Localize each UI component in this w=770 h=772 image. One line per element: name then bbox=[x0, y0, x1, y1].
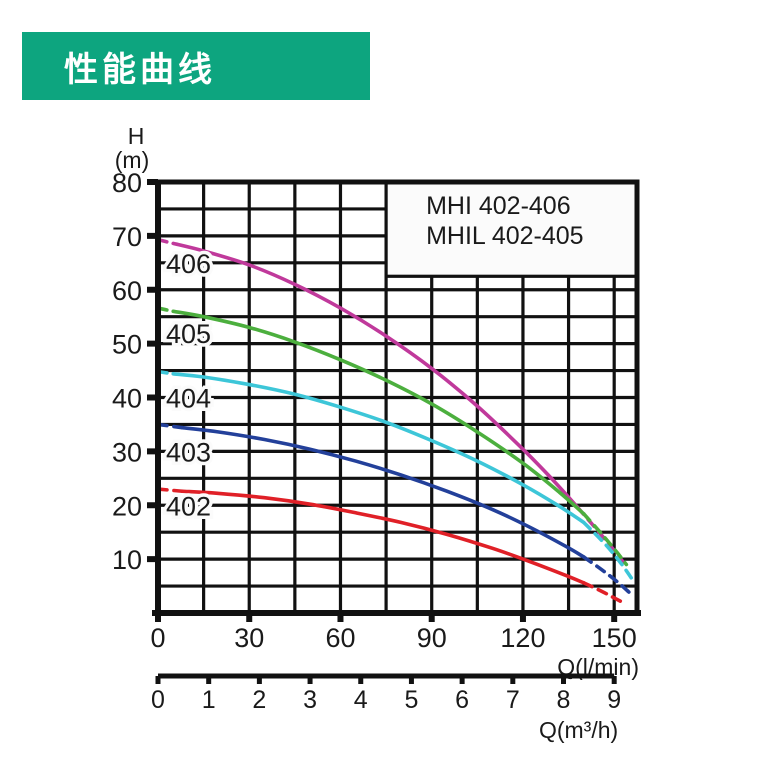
chart-title-line-1: MHI 402-406 bbox=[426, 192, 571, 220]
secondary-x-axis-tick-label: 5 bbox=[404, 686, 418, 714]
curve-405-dashed-end bbox=[581, 512, 629, 567]
y-axis-tick-label: 30 bbox=[112, 437, 142, 467]
y-axis-tick-label: 70 bbox=[112, 222, 142, 252]
x-axis-tick-label: 0 bbox=[150, 623, 165, 653]
secondary-x-axis-tick-label: 0 bbox=[151, 686, 165, 714]
curve-label-halo-404: 404 bbox=[166, 384, 211, 414]
curve-402 bbox=[180, 489, 586, 585]
secondary-x-axis-tick-label: 8 bbox=[557, 686, 571, 714]
curve-label-403: 403 bbox=[166, 437, 211, 467]
curve-402-dashed-end bbox=[581, 581, 623, 603]
secondary-x-axis-title: Q(m³/h) bbox=[539, 717, 618, 743]
curve-label-406: 406 bbox=[166, 249, 211, 279]
x-axis-tick-label: 90 bbox=[417, 623, 447, 653]
banner-title: 性能曲线 bbox=[64, 49, 216, 90]
curve-405 bbox=[171, 309, 586, 516]
title-box-background bbox=[386, 182, 637, 277]
curve-404 bbox=[171, 372, 586, 525]
curve-404-dashed-end bbox=[581, 520, 635, 582]
y-axis-unit: (m) bbox=[115, 147, 149, 173]
x-axis-tick-label: 60 bbox=[325, 623, 355, 653]
section-banner: 性能曲线 bbox=[22, 32, 370, 100]
y-axis-title: H bbox=[128, 123, 145, 149]
y-axis-tick-label: 10 bbox=[112, 545, 142, 575]
y-axis-tick-label: 60 bbox=[112, 276, 142, 306]
curve-label-404: 404 bbox=[166, 384, 211, 414]
y-axis-tick-label: 80 bbox=[112, 168, 142, 198]
curve-406 bbox=[171, 241, 580, 510]
curve-label-405: 405 bbox=[166, 319, 211, 349]
secondary-x-axis-tick-label: 7 bbox=[506, 686, 520, 714]
x-axis-tick-label: 150 bbox=[592, 623, 637, 653]
x-axis-tick-label: 120 bbox=[500, 623, 545, 653]
secondary-x-axis-tick-label: 9 bbox=[607, 686, 621, 714]
secondary-x-axis-tick-label: 2 bbox=[252, 686, 266, 714]
secondary-x-axis-tick-label: 1 bbox=[202, 686, 216, 714]
secondary-x-axis-tick-label: 4 bbox=[354, 686, 368, 714]
chart-title-line-2: MHIL 402-405 bbox=[426, 222, 583, 250]
curve-label-halo-403: 403 bbox=[166, 437, 211, 467]
y-axis-tick-label: 50 bbox=[112, 330, 142, 360]
curve-403-dashed-end bbox=[581, 555, 632, 595]
curve-403 bbox=[180, 425, 586, 559]
secondary-x-axis-tick-label: 6 bbox=[455, 686, 469, 714]
y-axis-tick-label: 40 bbox=[112, 384, 142, 414]
curve-label-halo-406: 406 bbox=[166, 249, 211, 279]
curve-label-402: 402 bbox=[166, 491, 211, 521]
curve-label-halo-402: 402 bbox=[166, 491, 211, 521]
y-axis-tick-label: 20 bbox=[112, 491, 142, 521]
curve-label-halo-405: 405 bbox=[166, 319, 211, 349]
x-axis-tick-label: 30 bbox=[234, 623, 264, 653]
secondary-x-axis-tick-label: 3 bbox=[303, 686, 317, 714]
